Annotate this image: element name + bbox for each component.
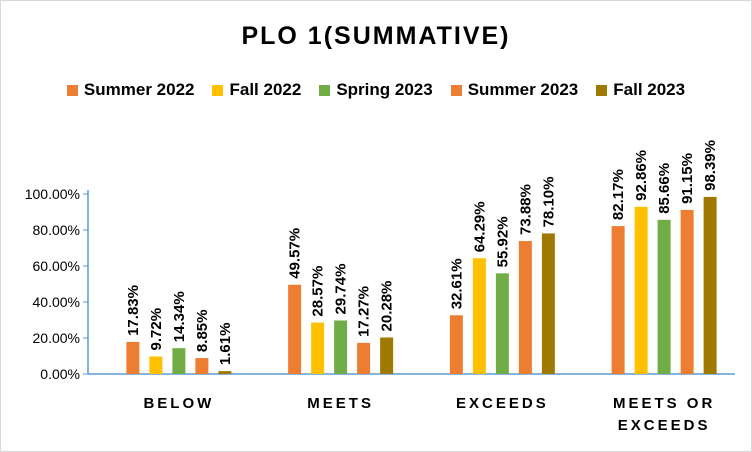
data-label: 64.29%: [471, 201, 488, 252]
data-label: 14.34%: [171, 291, 188, 342]
data-label: 17.83%: [125, 285, 142, 336]
y-tick-label: 20.00%: [33, 330, 80, 346]
category-label: EXCEEDS: [618, 417, 711, 434]
data-label: 8.85%: [194, 310, 211, 353]
data-label: 85.66%: [656, 163, 673, 214]
bar: [703, 196, 717, 374]
bar: [380, 337, 394, 374]
category-label: BELOW: [143, 395, 214, 412]
bar: [472, 258, 486, 374]
bar: [126, 341, 140, 374]
y-tick-label: 0.00%: [40, 366, 80, 382]
chart-legend: Summer 2022 Fall 2022 Spring 2023 Summer 20…: [0, 80, 752, 100]
category-label: EXCEEDS: [456, 395, 549, 412]
bar: [449, 315, 463, 374]
data-label: 20.28%: [379, 281, 396, 332]
chart-title: PLO 1(SUMMATIVE): [241, 22, 511, 50]
bar: [218, 371, 232, 374]
legend-swatch: [596, 84, 608, 96]
bar: [149, 356, 163, 374]
data-label: 29.74%: [333, 264, 350, 315]
bar: [518, 241, 532, 374]
legend-item-0: Summer 2022: [66, 80, 195, 100]
legend-label: Summer 2022: [83, 80, 195, 99]
bar: [611, 226, 625, 374]
legend-item-1: Fall 2022: [212, 80, 301, 100]
y-tick-label: 80.00%: [33, 222, 80, 238]
y-tick-label: 100.00%: [25, 186, 80, 202]
bar: [357, 342, 371, 374]
data-label: 55.92%: [494, 216, 511, 267]
legend-label: Fall 2022: [229, 80, 302, 99]
legend-swatch: [450, 84, 462, 96]
bar: [634, 206, 648, 374]
legend-item-4: Fall 2023: [596, 80, 685, 100]
y-tick-label: 40.00%: [33, 294, 80, 310]
category-label: MEETS OR: [613, 395, 715, 412]
data-label: 82.17%: [610, 169, 627, 220]
bar: [680, 209, 694, 374]
bar: [334, 320, 348, 374]
legend-swatch: [212, 84, 224, 96]
bar: [195, 358, 209, 374]
data-label: 28.57%: [310, 266, 327, 317]
bar: [311, 322, 325, 374]
bar: [657, 219, 671, 374]
data-label: 92.86%: [633, 150, 650, 201]
data-label: 49.57%: [287, 228, 304, 279]
legend-swatch: [66, 84, 78, 96]
legend-label: Fall 2023: [613, 80, 686, 99]
y-tick-label: 60.00%: [33, 258, 80, 274]
bar: [541, 233, 555, 374]
data-label: 9.72%: [148, 308, 165, 351]
bar: [288, 284, 302, 374]
data-label: 91.15%: [679, 153, 696, 204]
legend-swatch: [319, 84, 331, 96]
legend-item-2: Spring 2023: [319, 80, 433, 100]
data-label: 73.88%: [517, 184, 534, 235]
legend-item-3: Summer 2023: [450, 80, 579, 100]
category-label: MEETS: [307, 395, 374, 412]
bar: [495, 273, 509, 374]
data-label: 17.27%: [356, 286, 373, 337]
data-label: 32.61%: [448, 258, 465, 309]
legend-label: Summer 2023: [467, 80, 579, 99]
data-label: 98.39%: [702, 140, 719, 191]
legend-label: Spring 2023: [336, 80, 433, 99]
bar: [172, 348, 186, 374]
data-label: 78.10%: [540, 177, 557, 228]
data-label: 1.61%: [217, 323, 234, 366]
